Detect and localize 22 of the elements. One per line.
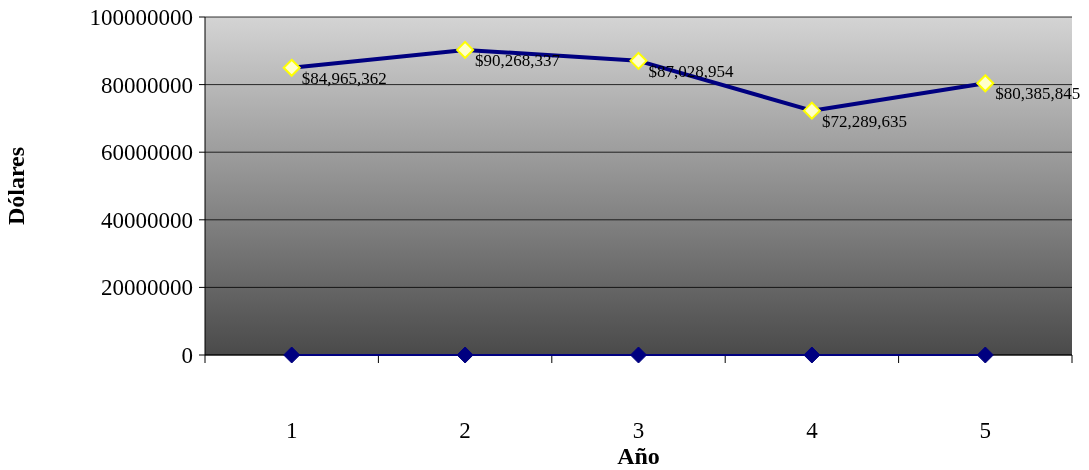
- y-tick-label: 60000000: [101, 140, 193, 166]
- point: [630, 346, 647, 364]
- y-tick-label: 100000000: [89, 5, 193, 31]
- data-label: $72,289,635: [821, 111, 907, 131]
- y-tick-label: 40000000: [101, 207, 193, 233]
- data-label: $84,965,362: [301, 68, 387, 88]
- point: [456, 346, 474, 364]
- point: [803, 346, 821, 364]
- x-tick-label: 2: [459, 418, 471, 443]
- y-tick-label: 20000000: [101, 275, 193, 301]
- x-tick-label: 4: [806, 418, 819, 443]
- point: [976, 346, 994, 364]
- x-axis-title: Año: [617, 443, 660, 469]
- y-tick-label: 80000000: [101, 72, 193, 98]
- x-tick-label: 1: [285, 418, 298, 443]
- point: [283, 346, 301, 364]
- x-tick-label: 5: [979, 418, 992, 443]
- x-tick-label: 3: [632, 418, 645, 443]
- y-tick-label: 0: [181, 343, 193, 369]
- data-label: $80,385,845: [995, 84, 1081, 104]
- y-axis-title: Dólares: [3, 146, 29, 226]
- data-label: $90,268,337: [475, 50, 561, 70]
